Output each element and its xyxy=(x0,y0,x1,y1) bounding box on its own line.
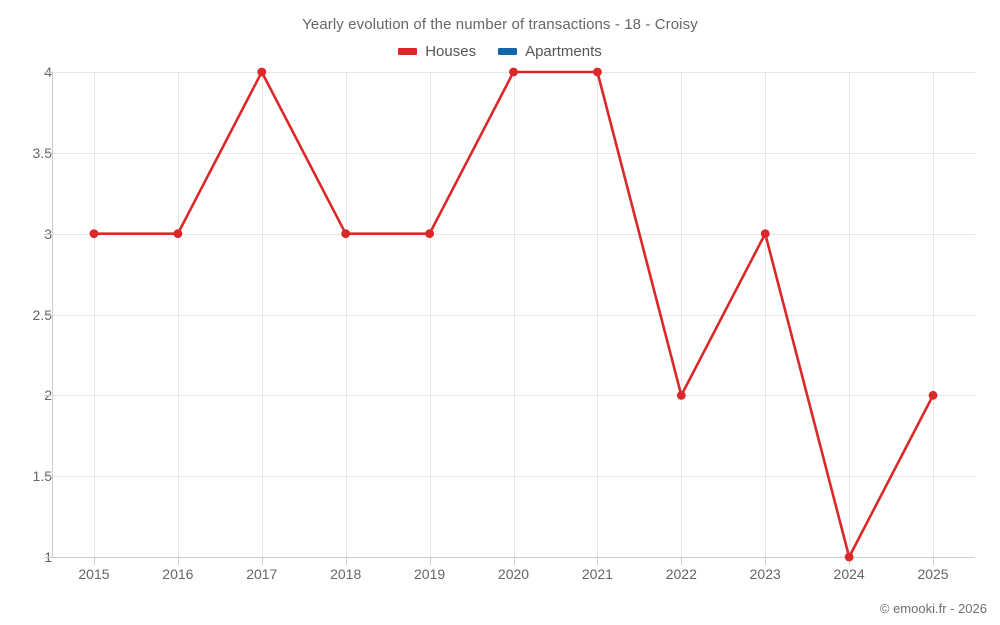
gridline-vertical xyxy=(177,72,179,557)
x-axis-tick-mark xyxy=(513,558,515,565)
x-axis-tick-label: 2017 xyxy=(246,566,278,582)
series-point-houses[interactable] xyxy=(425,229,434,239)
x-axis-tick-label: 2016 xyxy=(162,566,194,582)
legend-item-houses[interactable]: Houses xyxy=(398,44,476,59)
legend-swatch-houses xyxy=(398,48,418,55)
x-axis-tick-label: 2018 xyxy=(330,566,362,582)
x-axis-tick-mark xyxy=(93,558,95,565)
series-line-houses xyxy=(92,70,935,559)
x-axis-tick-mark xyxy=(429,558,431,565)
series-point-houses[interactable] xyxy=(593,67,602,77)
y-axis-tick-mark xyxy=(44,72,52,73)
series-point-houses[interactable] xyxy=(760,229,770,239)
legend-label-houses: Houses xyxy=(425,43,477,60)
x-axis-tick-label: 2015 xyxy=(78,566,110,582)
gridline-vertical xyxy=(933,72,935,557)
series-point-houses[interactable] xyxy=(509,67,518,77)
x-axis-tick-mark xyxy=(765,558,767,565)
x-axis-tick-mark xyxy=(933,558,935,565)
x-axis-tick-mark xyxy=(261,558,263,565)
gridline-vertical xyxy=(681,72,683,557)
x-axis-tick-label: 2019 xyxy=(414,566,446,582)
series-point-houses[interactable] xyxy=(257,67,267,77)
gridline-vertical xyxy=(597,72,599,557)
x-axis-tick-label: 2022 xyxy=(665,566,697,582)
gridline-vertical xyxy=(513,72,515,557)
x-axis-tick-mark xyxy=(177,558,179,565)
y-axis-tick-mark xyxy=(44,314,52,316)
y-axis-tick-mark xyxy=(44,557,52,558)
gridline-vertical xyxy=(261,72,263,557)
gridline-vertical xyxy=(345,72,347,557)
x-axis-tick-label: 2021 xyxy=(581,566,613,582)
series-point-houses[interactable] xyxy=(341,229,351,239)
series-point-houses[interactable] xyxy=(844,552,854,562)
legend-label-apartments: Apartments xyxy=(525,43,602,60)
series-point-houses[interactable] xyxy=(173,229,183,239)
legend-swatch-apartments xyxy=(498,48,518,55)
x-axis-line xyxy=(52,557,975,558)
gridline-vertical xyxy=(765,72,767,557)
credits-label: © emooki.fr - 2026 xyxy=(879,601,987,616)
y-axis-tick-mark xyxy=(44,233,52,235)
y-axis-tick-label: 2.5 xyxy=(32,306,52,323)
series-point-houses[interactable] xyxy=(89,229,99,239)
y-axis-tick-label: 3.5 xyxy=(32,144,52,161)
y-axis-tick-mark xyxy=(44,395,52,397)
chart-title: Yearly evolution of the number of transa… xyxy=(302,16,698,33)
x-axis-tick-label: 2025 xyxy=(917,566,949,582)
gridline-vertical xyxy=(93,72,95,557)
x-axis-tick-label: 2020 xyxy=(497,566,530,582)
x-axis-tick-mark xyxy=(597,558,599,565)
series-point-houses[interactable] xyxy=(928,390,938,400)
y-axis-ticks: 11.522.533.54 xyxy=(0,0,52,625)
legend-item-apartments[interactable]: Apartments xyxy=(498,44,602,59)
y-axis-line xyxy=(52,72,53,558)
chart-legend: Houses Apartments xyxy=(0,44,1000,59)
y-axis-tick-label: 1.5 xyxy=(32,468,52,485)
x-axis-tick-mark xyxy=(849,558,851,565)
y-axis-tick-mark xyxy=(44,476,52,478)
x-axis-tick-mark xyxy=(681,558,683,565)
gridline-vertical xyxy=(849,72,851,557)
y-axis-tick-mark xyxy=(44,152,52,154)
series-point-houses[interactable] xyxy=(676,390,686,400)
x-axis-tick-mark xyxy=(345,558,347,565)
gridline-vertical xyxy=(429,72,431,557)
x-axis-tick-label: 2024 xyxy=(833,566,865,582)
x-axis-tick-label: 2023 xyxy=(749,566,781,582)
